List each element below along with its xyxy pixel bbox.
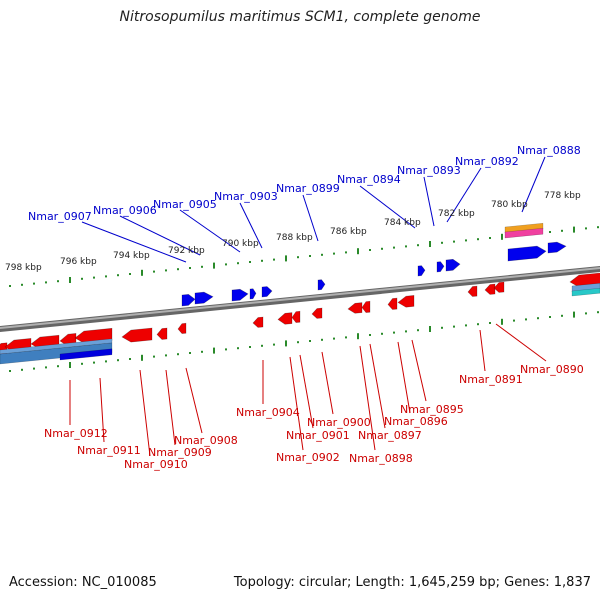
feature-bar[interactable] bbox=[571, 287, 600, 297]
forward-gene-arrow[interactable] bbox=[181, 294, 196, 307]
gene-label-bottom[interactable]: Nmar_0901 bbox=[286, 429, 350, 442]
forward-gene-arrow[interactable] bbox=[317, 279, 326, 291]
reverse-gene-arrow[interactable] bbox=[361, 300, 371, 313]
gene-label-bottom[interactable]: Nmar_0910 bbox=[124, 458, 188, 471]
leader-line-bottom bbox=[495, 323, 547, 362]
map-title: Nitrosopumilus maritimus SCM1, complete … bbox=[119, 9, 481, 25]
scale-label: 796 kbp bbox=[60, 257, 97, 267]
leader-line-bottom bbox=[369, 343, 386, 429]
gene-label-bottom[interactable]: Nmar_0908 bbox=[174, 434, 238, 447]
gene-label-bottom[interactable]: Nmar_0890 bbox=[520, 363, 584, 376]
reverse-gene-arrow[interactable] bbox=[177, 322, 187, 334]
scale-label: 782 kbp bbox=[438, 209, 475, 219]
leader-line-bottom bbox=[185, 367, 203, 434]
scale-label: 778 kbp bbox=[544, 191, 581, 201]
scale-label: 790 kbp bbox=[222, 239, 259, 249]
leader-line-bottom bbox=[321, 351, 334, 415]
reverse-gene-arrow[interactable] bbox=[291, 310, 301, 323]
scale-label: 780 kbp bbox=[491, 200, 528, 210]
scale-label: 784 kbp bbox=[384, 218, 421, 228]
leader-line-bottom bbox=[289, 356, 304, 451]
leader-line-bottom bbox=[411, 339, 427, 402]
leader-line-bottom bbox=[479, 329, 486, 372]
gene-label-top[interactable]: Nmar_0892 bbox=[455, 155, 519, 168]
scale-label: 788 kbp bbox=[276, 233, 313, 243]
forward-gene-arrow[interactable] bbox=[445, 258, 461, 272]
gene-label-bottom[interactable]: Nmar_0896 bbox=[384, 415, 448, 428]
gene-label-top[interactable]: Nmar_0906 bbox=[93, 204, 157, 217]
leader-line-top bbox=[446, 167, 482, 223]
leader-line-top bbox=[521, 156, 546, 213]
gene-label-bottom[interactable]: Nmar_0895 bbox=[400, 403, 464, 416]
gene-label-top[interactable]: Nmar_0893 bbox=[397, 164, 461, 177]
leader-line-bottom bbox=[139, 369, 151, 457]
reverse-gene-arrow[interactable] bbox=[569, 272, 600, 288]
leader-line-top bbox=[239, 202, 263, 249]
forward-gene-arrow[interactable] bbox=[194, 291, 214, 305]
reverse-gene-arrow[interactable] bbox=[252, 316, 264, 328]
gene-label-top[interactable]: Nmar_0905 bbox=[153, 198, 217, 211]
genome-backbone-highlight bbox=[0, 266, 600, 330]
feature-bar[interactable] bbox=[59, 348, 113, 361]
gene-label-bottom[interactable]: Nmar_0891 bbox=[459, 373, 523, 386]
forward-gene-arrow[interactable] bbox=[231, 288, 249, 302]
feature-bar[interactable] bbox=[504, 227, 544, 239]
gene-label-top[interactable]: Nmar_0907 bbox=[28, 210, 92, 223]
reverse-gene-arrow[interactable] bbox=[347, 302, 363, 314]
reverse-gene-arrow[interactable] bbox=[484, 283, 496, 295]
leader-line-top bbox=[359, 185, 416, 229]
reverse-gene-arrow[interactable] bbox=[397, 295, 415, 308]
gene-label-bottom[interactable]: Nmar_0912 bbox=[44, 427, 108, 440]
gene-label-bottom[interactable]: Nmar_0897 bbox=[358, 429, 422, 442]
reverse-gene-arrow[interactable] bbox=[311, 307, 323, 319]
forward-gene-arrow[interactable] bbox=[436, 261, 445, 273]
gene-label-top[interactable]: Nmar_0894 bbox=[337, 173, 401, 186]
gene-label-bottom[interactable]: Nmar_0904 bbox=[236, 406, 300, 419]
forward-gene-arrow[interactable] bbox=[507, 245, 547, 262]
leader-line-top bbox=[179, 209, 241, 253]
scale-label: 798 kbp bbox=[5, 263, 42, 273]
gene-label-bottom[interactable]: Nmar_0909 bbox=[148, 446, 212, 459]
leader-line-top bbox=[302, 194, 319, 242]
reverse-gene-arrow[interactable] bbox=[277, 312, 293, 325]
gene-label-top[interactable]: Nmar_0899 bbox=[276, 182, 340, 195]
reverse-gene-arrow[interactable] bbox=[467, 285, 478, 297]
leader-line-bottom bbox=[165, 369, 176, 446]
gene-label-top[interactable]: Nmar_0903 bbox=[214, 190, 278, 203]
gene-label-bottom[interactable]: Nmar_0902 bbox=[276, 451, 340, 464]
leader-line-bottom bbox=[99, 377, 105, 443]
genome-stats-text: Topology: circular; Length: 1,645,259 bp… bbox=[233, 575, 591, 590]
forward-gene-arrow[interactable] bbox=[261, 286, 273, 298]
leader-line-top bbox=[81, 221, 187, 263]
scale-label: 794 kbp bbox=[113, 251, 150, 261]
leader-line-bottom bbox=[299, 354, 314, 429]
leader-line-top bbox=[423, 176, 435, 227]
leader-line-top bbox=[119, 215, 201, 256]
gene-label-bottom[interactable]: Nmar_0898 bbox=[349, 452, 413, 465]
forward-gene-arrow[interactable] bbox=[249, 288, 257, 300]
gene-label-top[interactable]: Nmar_0888 bbox=[517, 144, 581, 157]
reverse-gene-arrow[interactable] bbox=[156, 327, 168, 340]
scale-label: 792 kbp bbox=[168, 246, 205, 256]
forward-gene-arrow[interactable] bbox=[417, 265, 426, 277]
reverse-gene-arrow[interactable] bbox=[121, 327, 153, 343]
scale-label: 786 kbp bbox=[330, 227, 367, 237]
gene-label-bottom[interactable]: Nmar_0900 bbox=[307, 416, 371, 429]
reverse-gene-arrow[interactable] bbox=[74, 327, 113, 344]
leader-line-bottom bbox=[359, 345, 376, 451]
forward-gene-arrow[interactable] bbox=[547, 241, 567, 254]
reverse-gene-arrow[interactable] bbox=[387, 297, 398, 310]
leader-line-bottom bbox=[397, 341, 411, 414]
gene-label-bottom[interactable]: Nmar_0911 bbox=[77, 444, 141, 457]
reverse-gene-arrow[interactable] bbox=[493, 281, 505, 293]
accession-text: Accession: NC_010085 bbox=[9, 575, 157, 590]
feature-bar[interactable] bbox=[0, 338, 113, 355]
